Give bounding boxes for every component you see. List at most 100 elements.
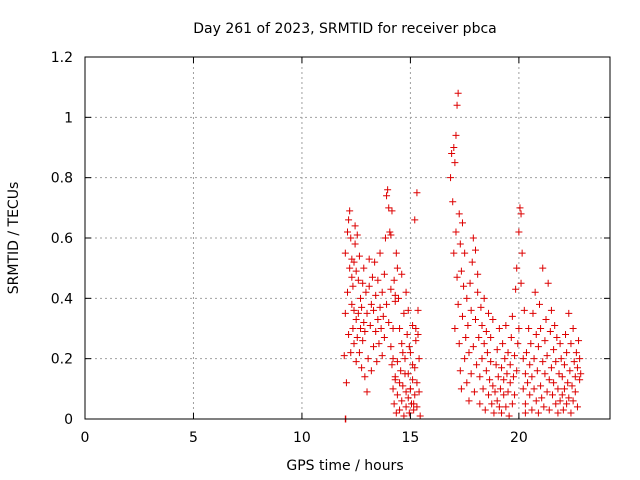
data-point <box>411 216 419 224</box>
data-point <box>370 343 378 351</box>
data-point <box>502 403 510 411</box>
data-point <box>576 355 584 363</box>
data-point <box>550 346 558 354</box>
data-point <box>559 406 567 414</box>
data-point <box>493 397 501 405</box>
data-point <box>464 321 472 329</box>
data-point <box>566 367 574 375</box>
data-point <box>376 303 384 311</box>
data-point <box>349 282 357 290</box>
data-point <box>392 249 400 257</box>
data-point <box>549 391 557 399</box>
data-point <box>554 385 562 393</box>
y-tick-label: 0 <box>64 412 73 428</box>
data-point <box>540 403 548 411</box>
data-point <box>478 355 486 363</box>
data-point <box>519 355 527 363</box>
data-point <box>476 373 484 381</box>
data-point <box>348 273 356 281</box>
data-point <box>380 270 388 278</box>
data-point <box>460 282 468 290</box>
data-point <box>577 370 585 378</box>
data-point <box>553 334 561 342</box>
data-point <box>454 300 462 308</box>
data-point <box>481 406 489 414</box>
data-point <box>376 249 384 257</box>
data-point <box>487 358 495 366</box>
data-point <box>555 370 563 378</box>
data-point <box>401 355 409 363</box>
data-point <box>361 328 369 336</box>
data-point <box>513 367 521 375</box>
data-point <box>451 159 459 167</box>
data-point <box>404 306 412 314</box>
data-point <box>402 288 410 296</box>
data-point <box>414 306 422 314</box>
data-point <box>543 352 551 360</box>
data-point <box>457 385 465 393</box>
y-tick-label: 1 <box>64 110 73 126</box>
data-point <box>344 288 351 296</box>
data-point <box>358 303 366 311</box>
data-point <box>387 343 395 351</box>
data-point <box>480 340 488 348</box>
data-point <box>529 309 537 317</box>
data-point <box>469 234 477 242</box>
data-point <box>486 376 494 384</box>
data-point <box>393 358 401 366</box>
data-point <box>530 355 538 363</box>
data-point <box>531 288 539 296</box>
data-point <box>485 391 493 399</box>
data-point <box>482 367 490 375</box>
x-tick-label: 5 <box>189 430 198 446</box>
data-point <box>541 370 549 378</box>
data-point <box>571 388 579 396</box>
data-point <box>344 228 351 236</box>
data-point <box>552 358 560 366</box>
data-point <box>517 210 525 218</box>
data-point <box>530 385 538 393</box>
data-point <box>361 373 369 381</box>
data-point <box>365 255 373 263</box>
data-point <box>452 228 460 236</box>
data-point <box>576 376 584 384</box>
data-point <box>405 343 413 351</box>
data-point <box>537 325 545 332</box>
data-point <box>349 325 357 332</box>
data-point <box>456 240 464 248</box>
data-point <box>507 334 515 342</box>
data-point <box>550 379 558 387</box>
data-point <box>525 325 533 332</box>
data-point <box>378 352 386 360</box>
data-point <box>353 334 361 342</box>
data-points <box>340 89 585 423</box>
data-point <box>498 364 506 372</box>
data-point <box>398 397 406 405</box>
data-point <box>538 394 546 402</box>
data-point <box>526 391 534 399</box>
chart-title: Day 261 of 2023, SRMTID for receiver pbc… <box>193 21 496 37</box>
data-point <box>527 340 535 348</box>
data-point <box>528 406 536 414</box>
data-point <box>381 234 389 242</box>
data-point <box>409 376 417 384</box>
data-point <box>534 409 542 417</box>
data-point <box>461 249 469 257</box>
data-point <box>480 294 488 302</box>
data-point <box>397 367 405 375</box>
data-point <box>412 325 420 332</box>
data-point <box>474 270 482 278</box>
data-point <box>350 340 358 348</box>
data-point <box>500 391 508 399</box>
data-point <box>554 409 562 417</box>
data-point <box>410 400 418 408</box>
data-point <box>385 204 393 212</box>
data-point <box>539 358 547 366</box>
data-point <box>528 373 536 381</box>
data-point <box>350 306 358 314</box>
data-point <box>400 309 408 317</box>
data-point <box>573 364 581 372</box>
data-point <box>388 361 396 369</box>
data-point <box>521 400 529 408</box>
data-point <box>373 358 381 366</box>
